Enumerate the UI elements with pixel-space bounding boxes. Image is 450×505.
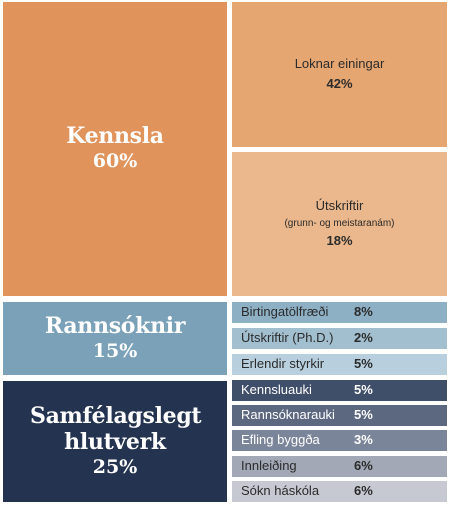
subcategory-percent: 5% (354, 407, 373, 422)
kennsla-label: Kennsla (66, 123, 164, 150)
loknar-einingar-percent: 42% (326, 76, 353, 91)
subcategory-label: Efling byggða (241, 432, 320, 447)
subcategory-label: Sókn háskóla (241, 483, 320, 498)
subcategory-label: Innleiðing (241, 458, 297, 473)
rannsoknir-percent: 15% (92, 339, 138, 362)
subcategory-row: Rannsóknarauki 5% (232, 405, 447, 426)
samfelag-percent: 25% (92, 455, 138, 478)
utskriftir-note: (grunn- og meistaranám) (284, 218, 395, 229)
subcategory-label: Kennsluauki (241, 382, 312, 397)
subcategory-row: Kennsluauki 5% (232, 380, 447, 401)
samfelag-block: Samfélagslegt hlutverk 25% (3, 381, 227, 502)
utskriftir-label: Útskriftir (315, 198, 364, 214)
subcategory-label: Birtingatölfræði (241, 304, 329, 319)
rannsoknir-block: Rannsóknir 15% (3, 302, 227, 375)
loknar-einingar-block: Loknar einingar 42% (232, 2, 447, 147)
rannsoknir-label: Rannsóknir (44, 312, 186, 339)
subcategory-row: Innleiðing 6% (232, 456, 447, 477)
subcategory-percent: 6% (354, 458, 373, 473)
subcategory-row: Útskriftir (Ph.D.) 2% (232, 328, 447, 349)
subcategory-row: Birtingatölfræði 8% (232, 302, 447, 323)
subcategory-row: Sókn háskóla 6% (232, 481, 447, 502)
utskriftir-percent: 18% (326, 233, 353, 248)
loknar-einingar-label: Loknar einingar (294, 56, 385, 72)
subcategory-percent: 6% (354, 483, 373, 498)
subcategory-row: Erlendir styrkir 5% (232, 354, 447, 375)
subcategory-label: Erlendir styrkir (241, 356, 325, 371)
subcategory-label: Útskriftir (Ph.D.) (241, 330, 334, 345)
subcategory-row: Efling byggða 3% (232, 430, 447, 451)
subcategory-label: Rannsóknarauki (241, 407, 335, 422)
subcategory-percent: 2% (354, 330, 373, 345)
subcategory-percent: 5% (354, 382, 373, 397)
subcategory-percent: 3% (354, 432, 373, 447)
kennsla-block: Kennsla 60% (3, 2, 227, 296)
subcategory-percent: 5% (354, 356, 373, 371)
kennsla-percent: 60% (92, 150, 138, 173)
subcategory-percent: 8% (354, 304, 373, 319)
utskriftir-block: Útskriftir (grunn- og meistaranám) 18% (232, 152, 447, 296)
samfelag-label: Samfélagslegt hlutverk (30, 402, 202, 455)
